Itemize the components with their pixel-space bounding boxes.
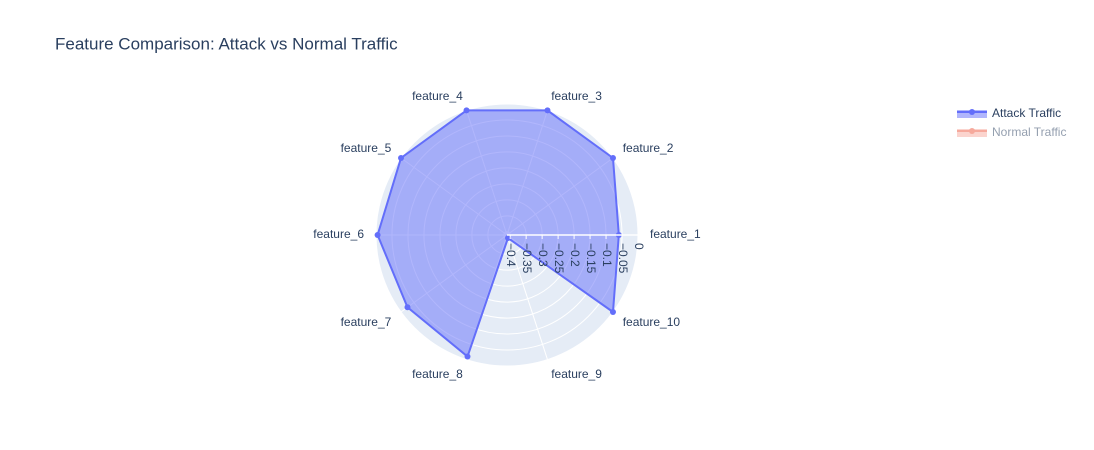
angular-tick-label: feature_4	[412, 89, 463, 103]
angular-tick-label: feature_6	[313, 227, 364, 241]
angular-tick-label: feature_7	[341, 315, 392, 329]
series-marker	[544, 107, 551, 114]
radial-tick-label: −0.25	[552, 243, 566, 274]
radial-tick-label: 0	[632, 243, 646, 250]
series-marker	[609, 155, 616, 162]
radial-tick-label: −0.2	[568, 243, 582, 267]
radial-tick-label: −0.35	[520, 243, 534, 274]
legend-marker	[969, 128, 975, 134]
angular-tick-label: feature_10	[623, 315, 681, 329]
series-marker	[398, 155, 405, 162]
series-marker	[404, 304, 411, 311]
series	[374, 107, 622, 360]
legend-marker	[969, 109, 975, 115]
angular-tick-label: feature_5	[341, 141, 392, 155]
angular-grid-line	[506, 234, 548, 360]
radial-tick-label: −0.3	[536, 243, 550, 267]
angular-tick-label: feature_3	[551, 89, 602, 103]
series-marker	[463, 107, 470, 114]
radial-tick-label: −0.4	[504, 243, 518, 267]
series-marker	[374, 232, 381, 238]
angular-tick-label: feature_9	[551, 367, 602, 381]
chart-title: Feature Comparison: Attack vs Normal Tra…	[55, 34, 398, 53]
series-marker	[504, 235, 511, 242]
legend-label: Normal Traffic	[992, 125, 1066, 139]
angular-tick-label: feature_2	[623, 141, 674, 155]
legend-label: Attack Traffic	[992, 106, 1061, 120]
angular-tick-label: feature_8	[412, 367, 463, 381]
angular-tick-label: feature_1	[650, 227, 701, 241]
radial-tick-label: −0.15	[584, 243, 598, 274]
legend-item[interactable]: Attack Traffic	[957, 106, 1061, 120]
radial-tick-label: −0.1	[600, 243, 614, 267]
series-marker	[609, 308, 616, 315]
legend-item[interactable]: Normal Traffic	[957, 125, 1066, 139]
radial-tick-label: −0.05	[616, 243, 630, 274]
series-marker	[464, 353, 471, 360]
